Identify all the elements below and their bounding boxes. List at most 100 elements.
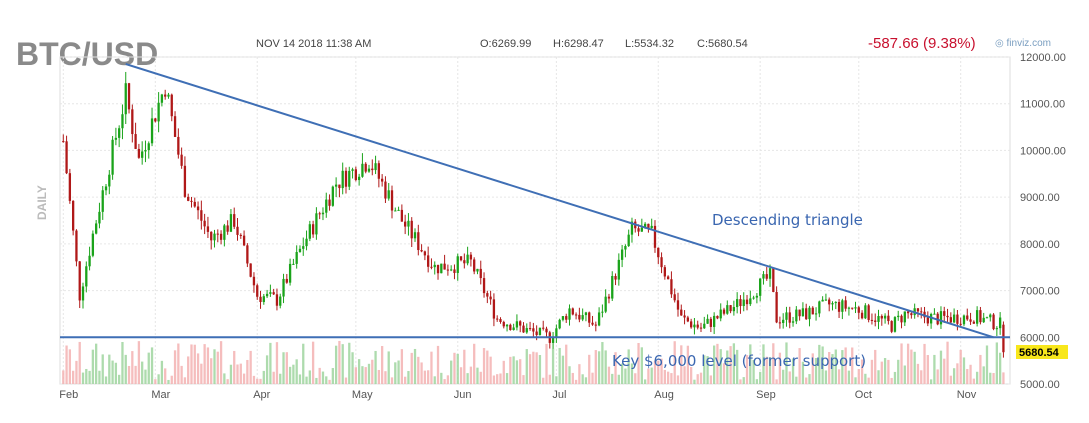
candle-body xyxy=(591,322,594,325)
volume-bar xyxy=(966,369,969,384)
candle-body xyxy=(828,299,831,305)
header-open: O:6269.99 xyxy=(480,38,532,50)
volume-bar xyxy=(328,379,331,384)
volume-bar xyxy=(795,376,798,384)
candle-body xyxy=(150,118,154,144)
candle-body xyxy=(959,323,962,325)
axes: 5000.00 6000.00 7000.00 8000.00 9000.00 10000… xyxy=(59,52,1066,401)
candle-body xyxy=(742,299,745,307)
candle-body xyxy=(512,327,515,331)
candle-body xyxy=(689,321,693,328)
candle-body xyxy=(308,224,311,239)
candle-body xyxy=(597,312,601,326)
volume-bar xyxy=(318,367,321,384)
candle-body xyxy=(108,174,111,187)
x-tick-label: Jul xyxy=(552,389,566,401)
candle-body xyxy=(348,170,351,187)
volume-bar xyxy=(591,372,594,384)
candle-body xyxy=(173,116,177,137)
volume-bar xyxy=(394,362,397,384)
volume-bar xyxy=(423,370,427,384)
volume-bar xyxy=(933,354,936,384)
candle-body xyxy=(420,250,423,252)
y-tick-label: 10000.00 xyxy=(1020,145,1066,157)
candle-body xyxy=(147,143,150,151)
candle-body xyxy=(325,199,328,213)
volume-bar xyxy=(167,379,170,384)
candle-body xyxy=(357,176,361,181)
volume-bar xyxy=(124,354,127,384)
candle-body xyxy=(696,324,699,328)
volume-bar xyxy=(216,351,219,384)
candle-body xyxy=(709,318,713,327)
volume-bar xyxy=(450,360,453,384)
candle-body xyxy=(216,233,219,235)
volume-bar xyxy=(716,343,719,384)
candle-body xyxy=(604,296,607,312)
volume-bar xyxy=(101,354,104,384)
candle-body xyxy=(666,276,670,280)
volume-bar xyxy=(410,352,413,384)
annotation-lines xyxy=(60,63,1010,339)
candle-body xyxy=(916,308,920,312)
candle-body xyxy=(298,248,302,253)
volume-bar xyxy=(979,354,982,384)
candle-body xyxy=(584,312,588,316)
candle-body xyxy=(528,328,532,330)
volume-bar xyxy=(233,350,236,384)
volume-bar xyxy=(453,352,456,384)
volume-bar xyxy=(992,373,995,384)
candle-body xyxy=(620,249,624,260)
brand-text: finviz.com xyxy=(1006,38,1051,49)
volume-bar xyxy=(736,349,739,384)
y-tick-label: 7000.00 xyxy=(1020,286,1060,298)
volume-bar xyxy=(144,369,147,384)
candle-body xyxy=(141,151,144,158)
candle-body xyxy=(95,223,98,234)
volume-bar xyxy=(778,352,782,384)
candle-body xyxy=(331,186,334,206)
volume-bar xyxy=(880,361,883,384)
x-tick-label: Nov xyxy=(957,389,977,401)
volume-bar xyxy=(588,354,591,384)
volume-bar xyxy=(900,343,903,384)
candle-body xyxy=(854,307,857,309)
candle-body xyxy=(588,312,591,323)
volume-bar xyxy=(443,379,446,384)
volume-bar xyxy=(989,372,992,384)
volume-bar xyxy=(788,371,791,384)
volume-bar xyxy=(920,370,923,384)
candle-body xyxy=(219,233,223,240)
volume-bar xyxy=(775,379,778,384)
candle-body xyxy=(285,278,288,283)
candle-body xyxy=(338,184,341,189)
header-high: H:6298.47 xyxy=(553,38,604,50)
volume-bar xyxy=(634,373,637,384)
candle-body xyxy=(972,321,975,324)
candle-body xyxy=(473,259,476,272)
volume-bar xyxy=(249,350,252,384)
volume-bar xyxy=(870,359,874,384)
volume-bar xyxy=(279,373,282,384)
candle-body xyxy=(962,315,966,325)
candle-body xyxy=(722,309,726,314)
candle-body xyxy=(989,314,992,318)
volume-bar xyxy=(897,359,900,384)
candle-body xyxy=(532,328,535,332)
volume-bar xyxy=(972,378,975,384)
volume-bar xyxy=(617,374,620,384)
candle-body xyxy=(893,317,897,332)
x-tick-label: Aug xyxy=(654,389,674,401)
volume-bar xyxy=(98,370,101,384)
volume-bar xyxy=(160,360,164,384)
x-tick-label: Sep xyxy=(756,389,776,401)
candle-body xyxy=(791,321,795,323)
volume-bar xyxy=(818,344,821,384)
candle-body xyxy=(782,319,785,324)
volume-bar xyxy=(847,370,851,384)
candle-body xyxy=(519,321,522,326)
x-tick-label: Mar xyxy=(151,389,170,401)
volume-bar xyxy=(417,356,420,384)
volume-bar xyxy=(946,341,949,384)
